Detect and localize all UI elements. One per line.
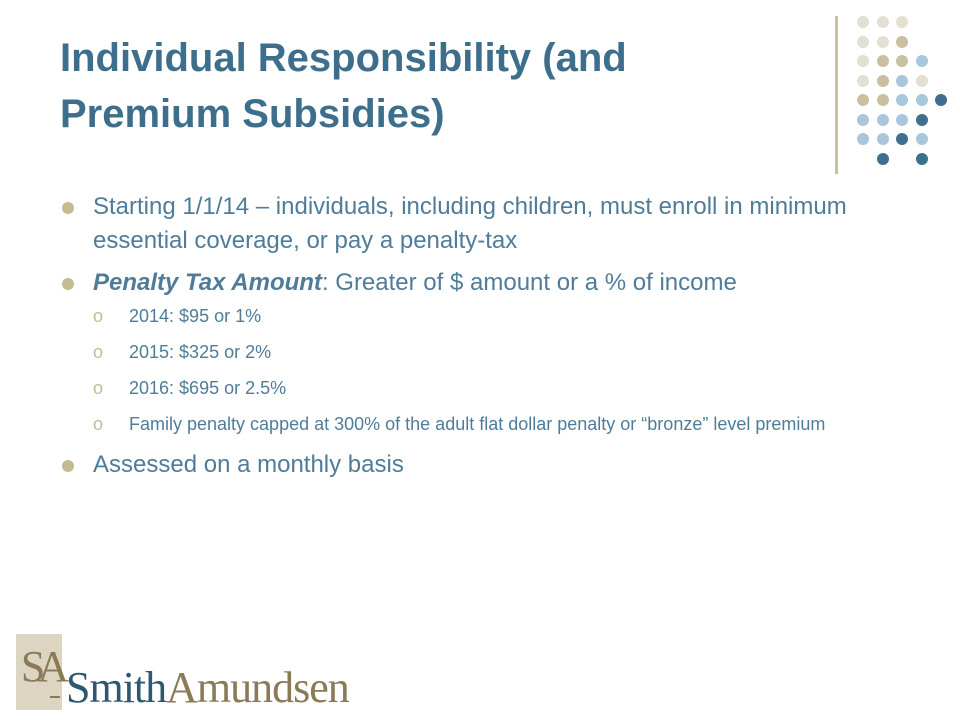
logo-word-smith: Smith: [66, 663, 167, 712]
decorative-dot: [857, 113, 869, 126]
decorative-dot: [915, 55, 928, 67]
bullet-dot-icon: [62, 278, 74, 290]
circle-bullet-icon: o: [93, 378, 104, 398]
sub-bullet-list: o 2014: $95 or 1% o 2015: $325 or 2% o 2…: [93, 304, 878, 436]
decorative-dot: [896, 94, 908, 106]
sub-bullet-item: o 2015: $325 or 2%: [93, 340, 878, 364]
smithamundsen-logo: SA SmithAmundsen: [10, 634, 390, 714]
decorative-dot: [896, 16, 908, 28]
decorative-dot: [896, 113, 908, 126]
decorative-dot: [896, 55, 908, 67]
bullet-item-coverage-mandate: Starting 1/1/14 – individuals, including…: [58, 190, 878, 258]
decorative-dot: [876, 152, 889, 165]
sub-bullet-text: 2014: $95 or 1%: [129, 306, 262, 326]
decorative-dot: [876, 55, 889, 67]
decorative-vertical-rule: [835, 16, 838, 174]
decorative-dot: [876, 74, 889, 87]
circle-bullet-icon: o: [93, 306, 104, 326]
circle-bullet-icon: o: [93, 414, 104, 434]
sub-bullet-item: o 2016: $695 or 2.5%: [93, 376, 878, 400]
logo-wordmark: SmithAmundsen: [66, 663, 350, 712]
decorative-dot: [915, 74, 928, 87]
decorative-dot: [876, 16, 889, 28]
decorative-dot: [876, 113, 889, 126]
decorative-dot: [896, 35, 908, 48]
logo-monogram: SA: [20, 642, 69, 691]
decorative-dot: [876, 133, 889, 145]
decorative-dot: [857, 16, 869, 28]
bullet-text: Assessed on a monthly basis: [93, 451, 404, 478]
bullet-item-penalty-amount: Penalty Tax Amount: Greater of $ amount …: [58, 266, 878, 436]
decorative-dot: [915, 113, 928, 126]
decorative-dot: [896, 133, 908, 145]
decorative-dot: [915, 152, 928, 165]
bullet-list: Starting 1/1/14 – individuals, including…: [58, 190, 878, 490]
bullet-dot-icon: [62, 460, 74, 472]
decorative-dot: [915, 133, 928, 145]
decorative-dot: [876, 35, 889, 48]
slide-title: Individual Responsibility (and Premium S…: [60, 36, 627, 136]
decorative-dot: [915, 94, 928, 106]
decorative-dot: [857, 74, 869, 87]
sub-bullet-text: 2015: $325 or 2%: [129, 342, 272, 362]
decorative-dot: [857, 35, 869, 48]
bullet-text: : Greater of $ amount or a % of income: [321, 269, 737, 296]
bullet-item-monthly-basis: Assessed on a monthly basis: [58, 448, 878, 482]
decorative-dot: [876, 94, 889, 106]
sub-bullet-item: o Family penalty capped at 300% of the a…: [93, 412, 878, 436]
decorative-dot: [896, 74, 908, 87]
sub-bullet-text: Family penalty capped at 300% of the adu…: [129, 414, 826, 434]
bullet-emphasis: Penalty Tax Amount: [93, 269, 322, 296]
decorative-dot: [857, 94, 869, 106]
bullet-dot-icon: [62, 202, 74, 214]
sub-bullet-item: o 2014: $95 or 1%: [93, 304, 878, 328]
decorative-dot: [857, 133, 869, 145]
logo-monogram-underline: [50, 696, 60, 698]
bullet-text: Starting 1/1/14 – individuals, including…: [93, 193, 847, 254]
logo-word-amundsen: Amundsen: [166, 663, 350, 712]
decorative-dot: [857, 55, 869, 67]
circle-bullet-icon: o: [93, 342, 104, 362]
decorative-dot: [935, 94, 947, 106]
sub-bullet-text: 2016: $695 or 2.5%: [129, 378, 287, 398]
